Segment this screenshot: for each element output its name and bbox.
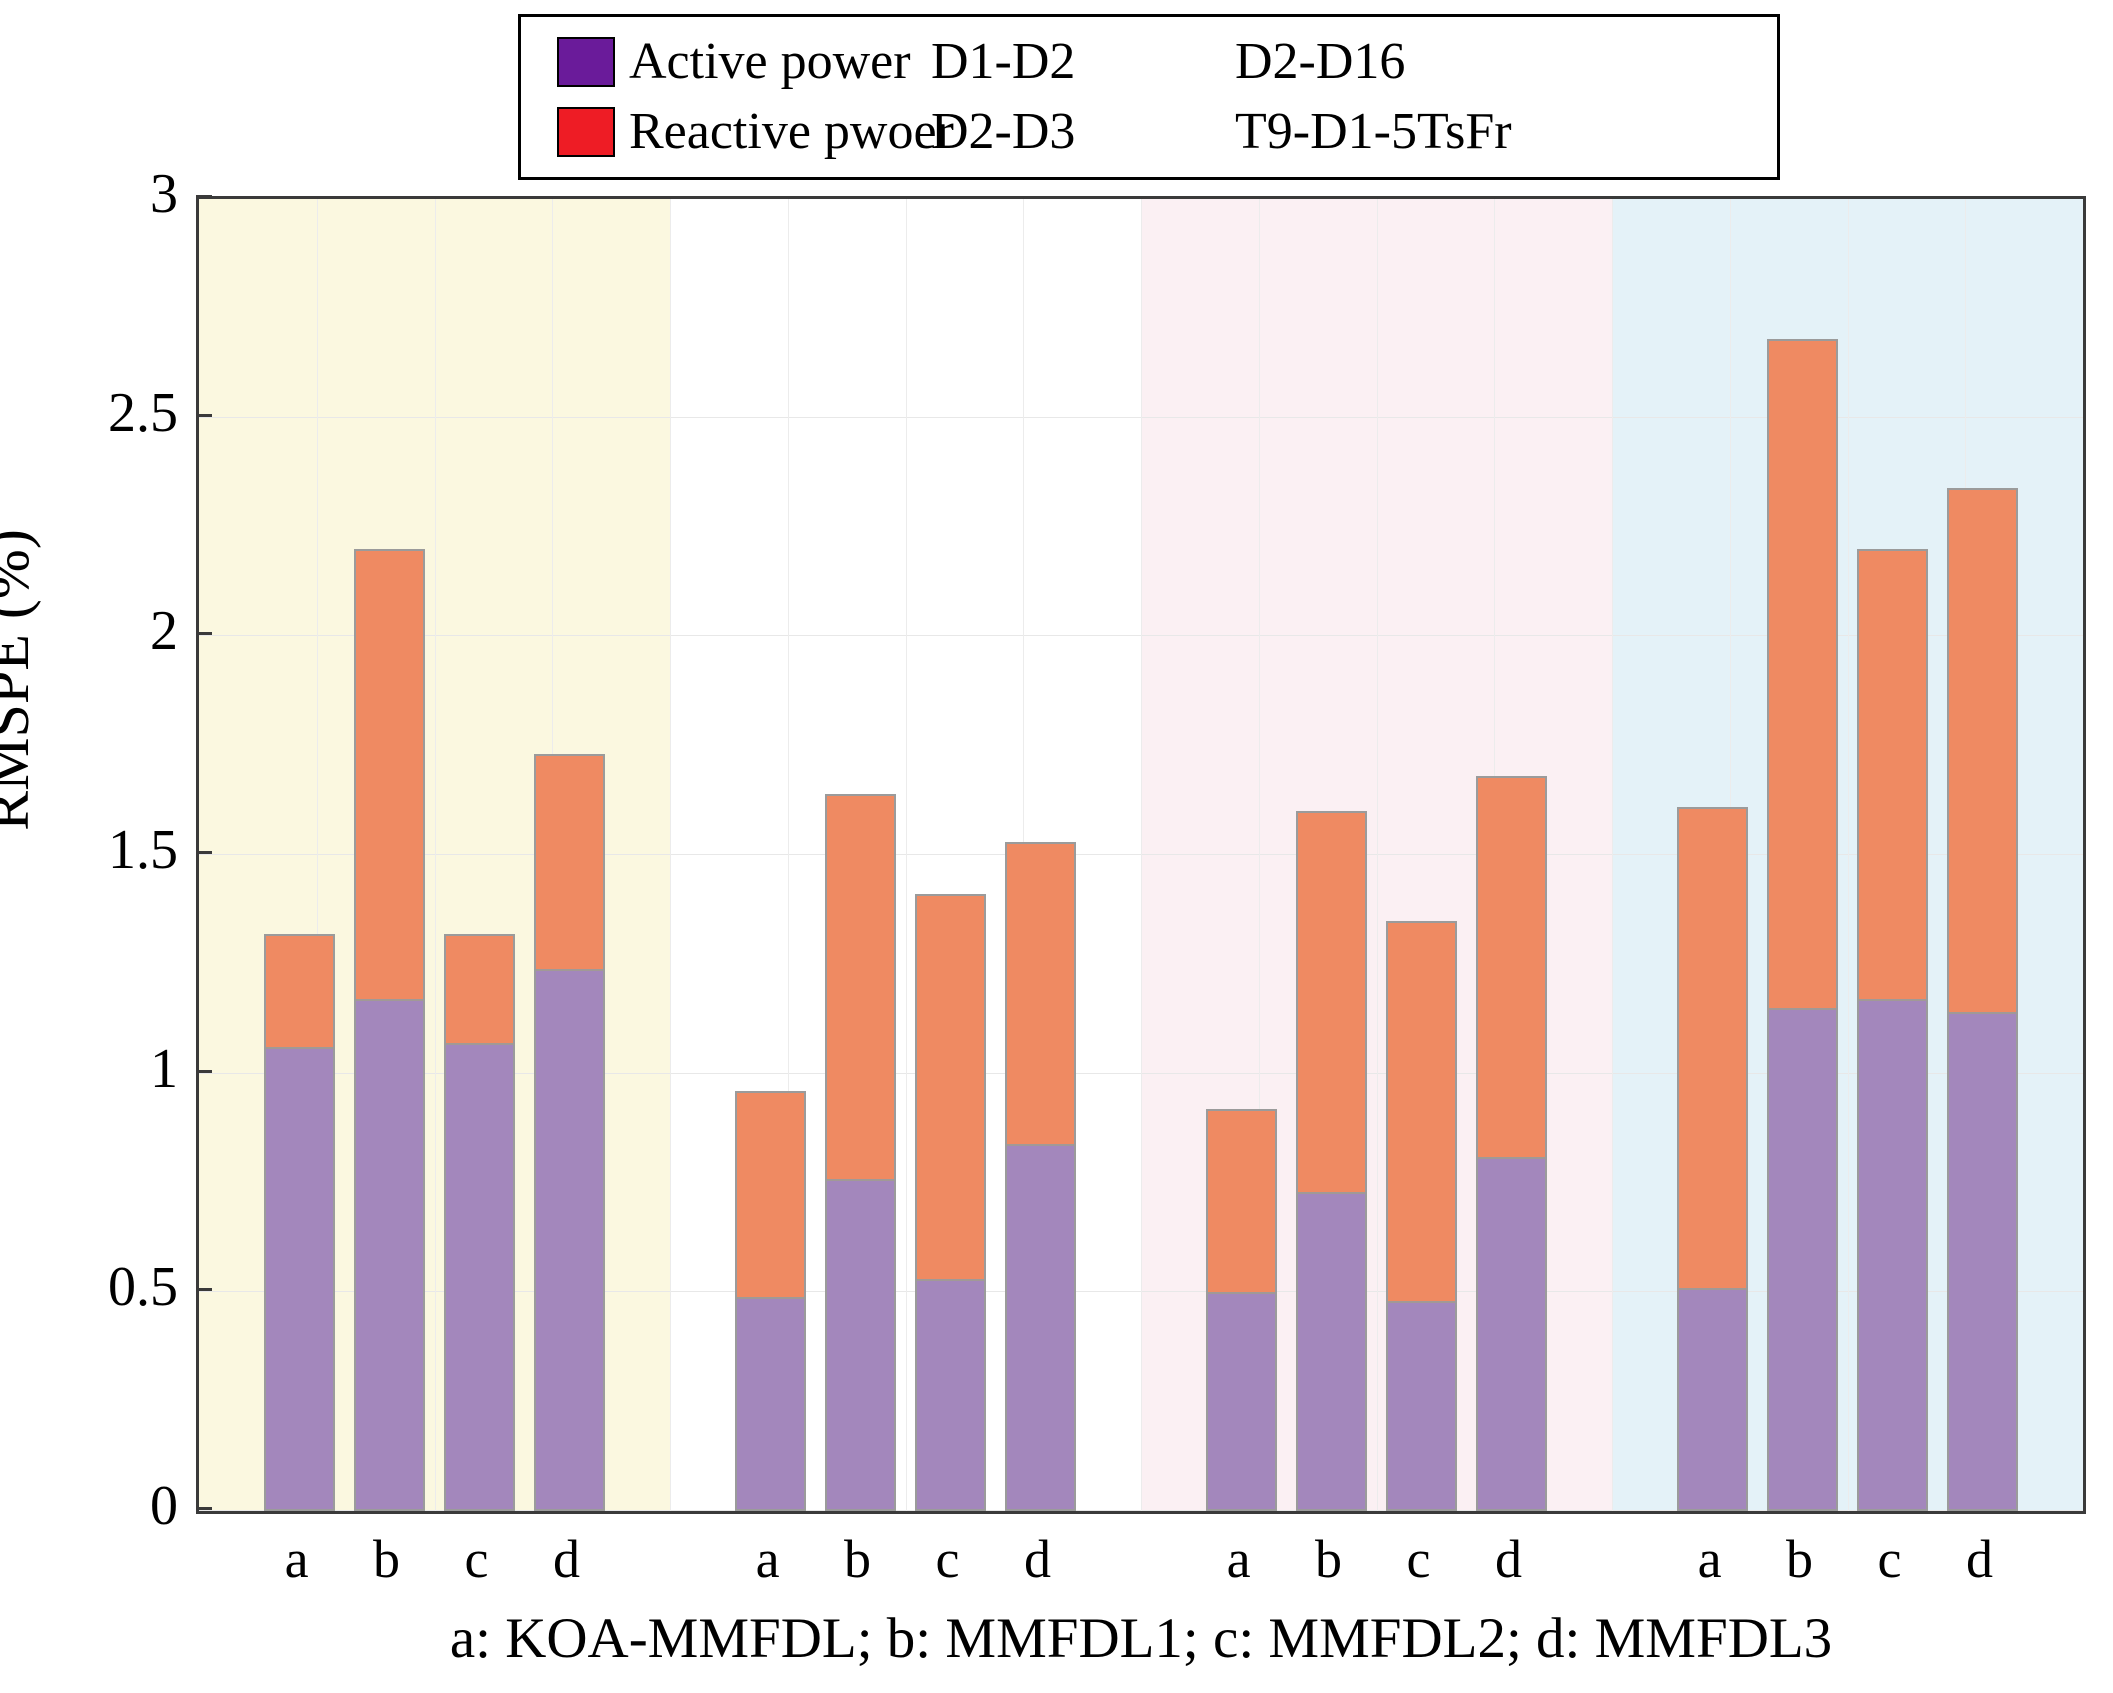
y-axis-label: RMSPE (%) bbox=[0, 529, 41, 831]
gridline-vertical bbox=[905, 199, 907, 1511]
bar-active-d2-d16-b bbox=[1295, 1191, 1368, 1511]
x-tick-label-t9-d1-5tsfr-c: c bbox=[1877, 1529, 1902, 1589]
y-tick-mark bbox=[196, 1069, 212, 1073]
x-tick-label-d2-d3-c: c bbox=[935, 1529, 960, 1589]
y-tick-mark bbox=[196, 632, 212, 636]
legend-label-d2-d16: D2-D16 bbox=[1235, 33, 1406, 90]
y-tick-label: 3 bbox=[150, 163, 178, 225]
bar-active-t9-d1-5tsfr-a bbox=[1676, 1287, 1749, 1511]
legend-entry-d2-d16: D2-D16 bbox=[1235, 36, 1405, 88]
gridline-vertical bbox=[1612, 199, 1613, 1511]
legend-swatch-active-power bbox=[557, 37, 615, 87]
x-tick-label-t9-d1-5tsfr-d: d bbox=[1965, 1529, 1993, 1589]
legend-swatch-reactive-power bbox=[557, 107, 615, 157]
y-tick-label: 1 bbox=[150, 1037, 178, 1100]
legend-label-t9-d1-5tsfr: T9-D1-5TsFr bbox=[1235, 103, 1512, 160]
chart-legend: Active power D1-D2 D2-D16 Reactive pwoer… bbox=[518, 14, 1780, 180]
legend-entry-reactive-power: Reactive pwoer bbox=[557, 106, 954, 158]
x-tick-label-d2-d3-d: d bbox=[1023, 1529, 1051, 1589]
legend-row-2: Reactive pwoer D2-D3 T9-D1-5TsFr bbox=[535, 97, 1763, 167]
bar-active-d2-d3-a bbox=[734, 1296, 807, 1511]
x-tick-label-d2-d16-a: a bbox=[1226, 1529, 1251, 1589]
x-tick-label-t9-d1-5tsfr-b: b bbox=[1786, 1529, 1814, 1589]
y-tick-mark bbox=[196, 413, 212, 417]
bar-active-t9-d1-5tsfr-d bbox=[1946, 1012, 2019, 1511]
legend-entry-d2-d3: D2-D3 bbox=[931, 106, 1075, 158]
gridline-vertical bbox=[1258, 199, 1260, 1511]
gridline-vertical bbox=[1141, 199, 1142, 1511]
x-tick-label-d1-d2-c: c bbox=[464, 1529, 489, 1589]
x-tick-label-d2-d16-b: b bbox=[1315, 1529, 1343, 1589]
gridline-vertical bbox=[434, 199, 436, 1511]
x-tick-label-d1-d2-a: a bbox=[284, 1529, 309, 1589]
bar-active-d1-d2-a bbox=[263, 1047, 336, 1511]
x-tick-label-d2-d16-d: d bbox=[1494, 1529, 1522, 1589]
legend-entry-d1-d2: D1-D2 bbox=[931, 36, 1075, 88]
y-tick-label: 2 bbox=[150, 600, 178, 663]
bar-active-d1-d2-c bbox=[443, 1043, 516, 1511]
x-tick-label-d2-d3-a: a bbox=[755, 1529, 780, 1589]
plot-area bbox=[196, 196, 2086, 1514]
y-tick-label: 1.5 bbox=[108, 819, 178, 881]
legend-entry-t9-d1-5tsfr: T9-D1-5TsFr bbox=[1235, 106, 1512, 158]
x-axis-caption: a: KOA-MMFDL; b: MMFDL1; c: MMFDL2; d: M… bbox=[449, 1607, 1833, 1670]
gridline-vertical bbox=[316, 199, 318, 1511]
gridline-vertical bbox=[670, 199, 671, 1511]
y-tick-mark bbox=[196, 1288, 212, 1292]
y-tick-label: 0 bbox=[150, 1475, 178, 1537]
x-tick-label-d2-d3-b: b bbox=[844, 1529, 872, 1589]
legend-label-d2-d3: D2-D3 bbox=[931, 103, 1076, 160]
legend-label-active-power: Active power bbox=[629, 33, 911, 90]
y-tick-mark bbox=[196, 195, 212, 198]
legend-entry-active-power: Active power bbox=[557, 36, 911, 88]
gridline-vertical bbox=[1376, 199, 1378, 1511]
legend-row-1: Active power D1-D2 D2-D16 bbox=[535, 27, 1763, 97]
gridline-vertical bbox=[1847, 199, 1849, 1511]
y-tick-label: 2.5 bbox=[108, 381, 178, 444]
x-tick-label-d1-d2-b: b bbox=[373, 1529, 401, 1589]
bar-active-d2-d3-b bbox=[824, 1178, 897, 1511]
y-tick-mark bbox=[196, 1507, 212, 1510]
y-tick-mark bbox=[196, 851, 212, 854]
bar-active-d2-d3-c bbox=[914, 1279, 987, 1511]
y-tick-label: 0.5 bbox=[108, 1256, 178, 1319]
bar-active-d1-d2-d bbox=[533, 968, 606, 1511]
legend-label-d1-d2: D1-D2 bbox=[931, 33, 1076, 90]
x-tick-label-t9-d1-5tsfr-a: a bbox=[1697, 1529, 1722, 1589]
bar-active-t9-d1-5tsfr-c bbox=[1856, 999, 1929, 1511]
bar-active-d2-d16-c bbox=[1385, 1301, 1458, 1511]
x-tick-label-d2-d16-c: c bbox=[1406, 1529, 1431, 1589]
bar-active-t9-d1-5tsfr-b bbox=[1766, 1008, 1839, 1511]
bar-active-d2-d3-d bbox=[1004, 1143, 1077, 1511]
x-tick-label-d1-d2-d: d bbox=[552, 1529, 580, 1589]
bar-active-d2-d16-d bbox=[1475, 1156, 1548, 1511]
gridline-vertical bbox=[787, 199, 789, 1511]
legend-label-reactive-power: Reactive pwoer bbox=[629, 103, 954, 160]
bar-active-d1-d2-b bbox=[353, 999, 426, 1511]
bar-active-d2-d16-a bbox=[1205, 1292, 1278, 1511]
